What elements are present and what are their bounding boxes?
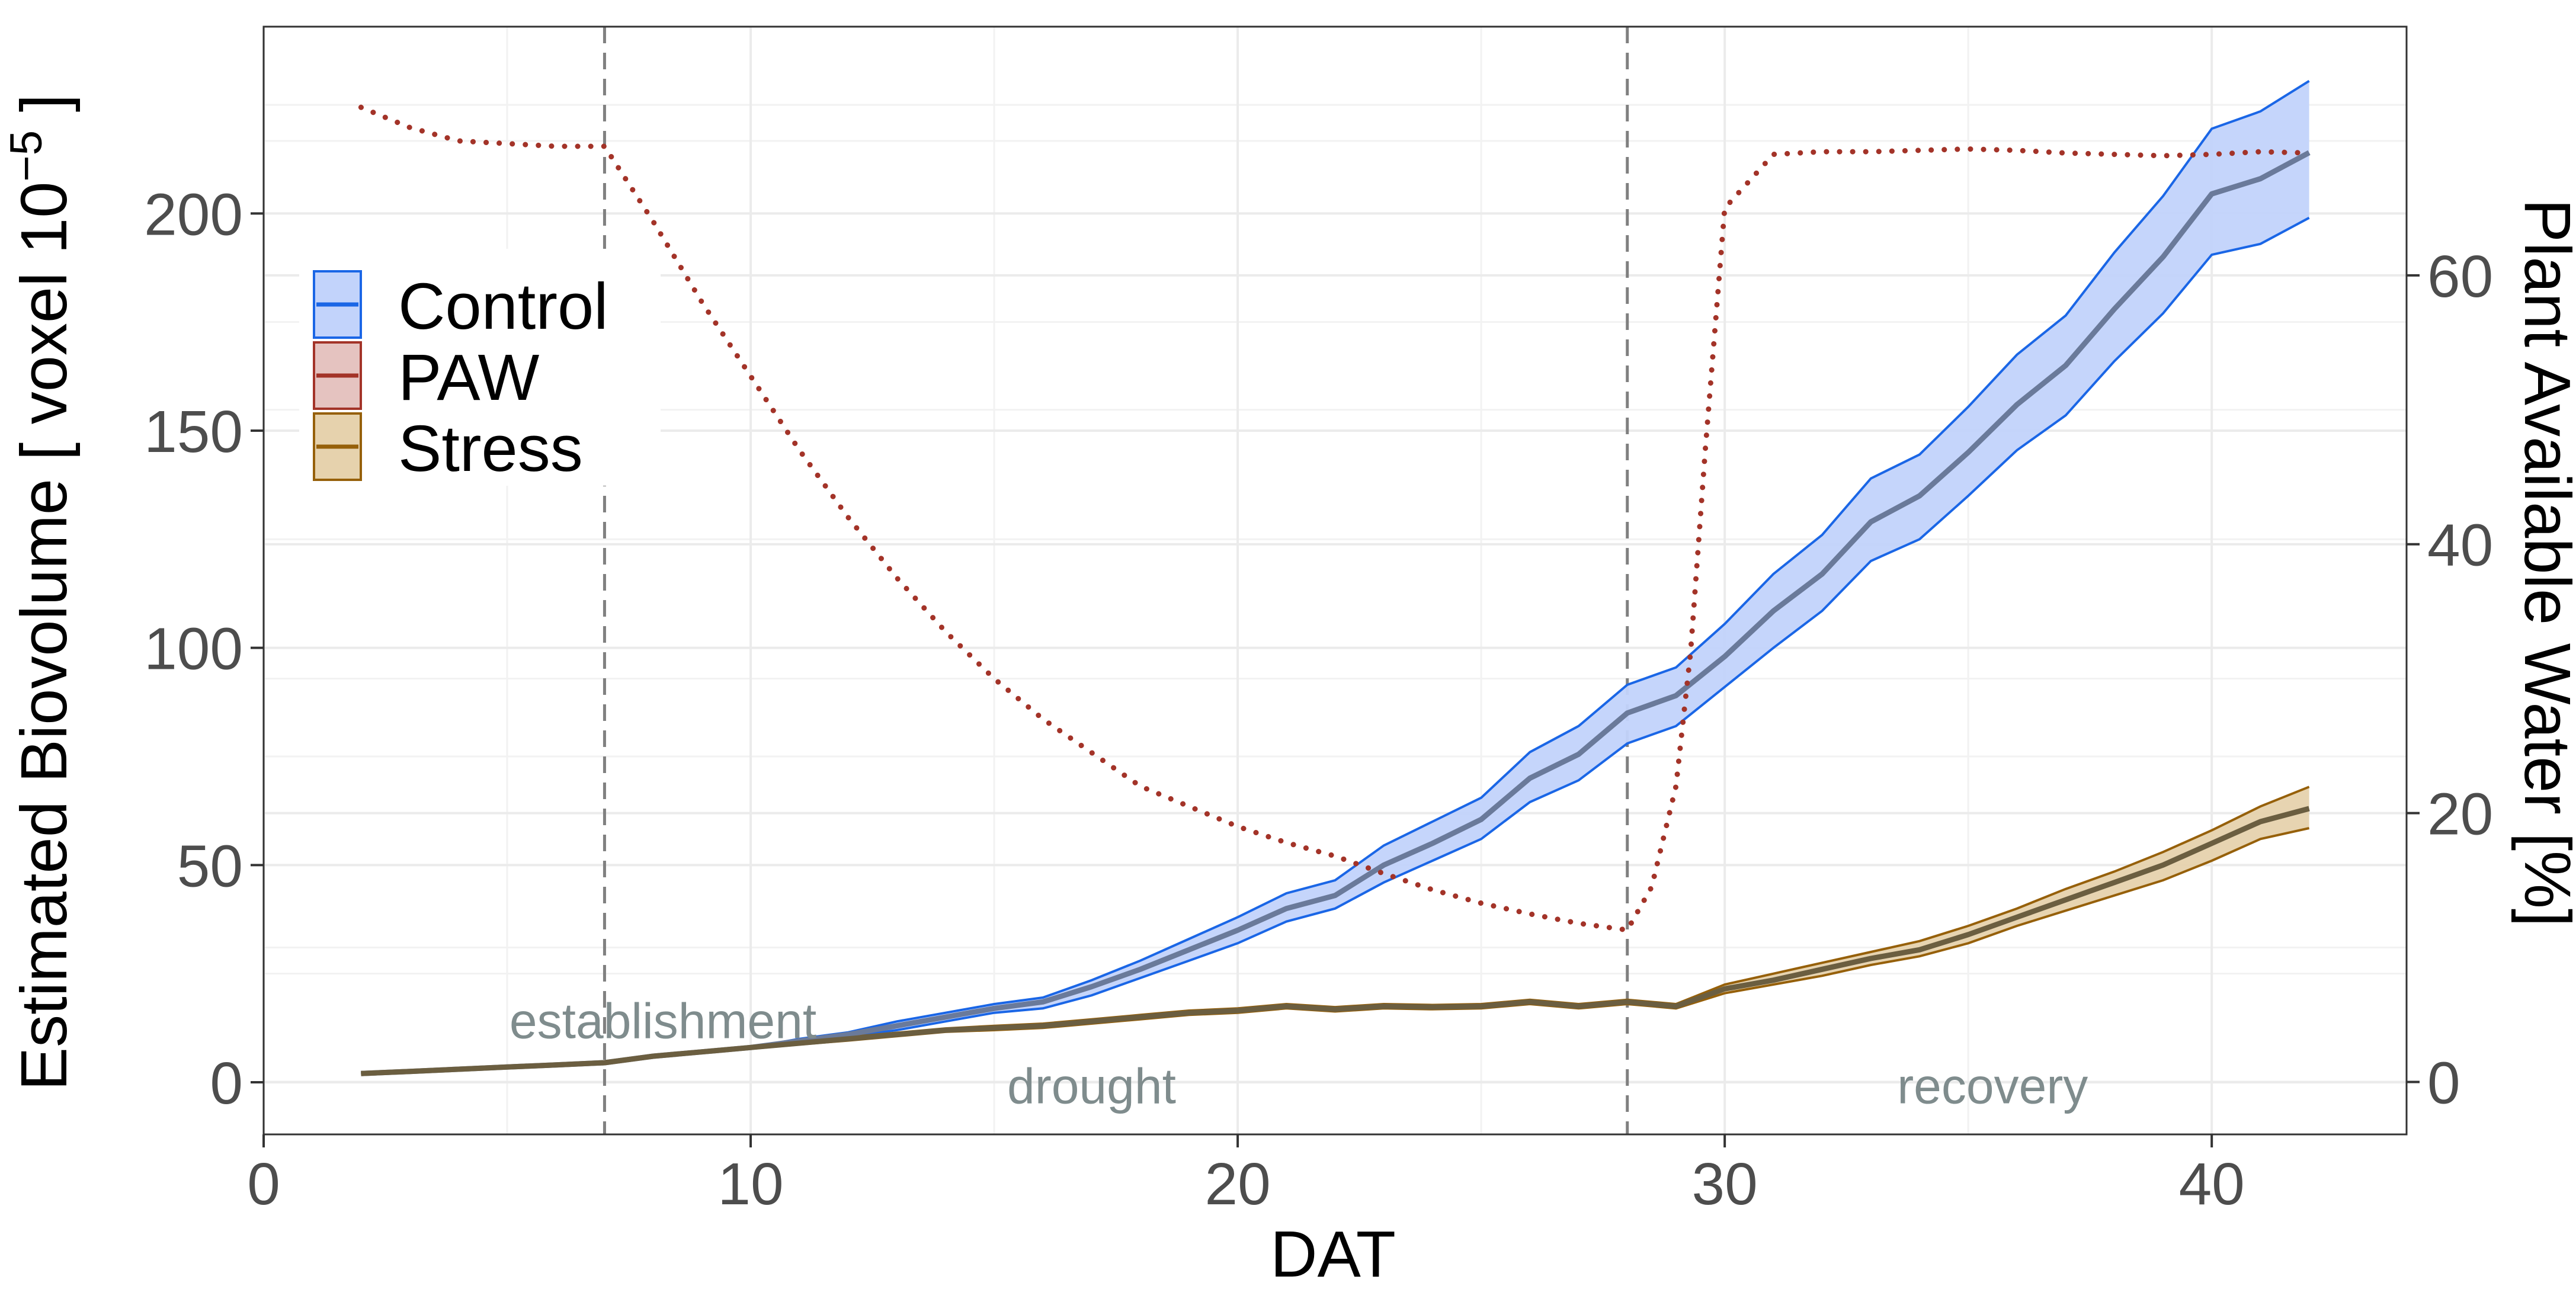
y-tick-label: 100 xyxy=(144,616,243,682)
y-tick-label: 150 xyxy=(144,399,243,465)
y-tick-label: 0 xyxy=(210,1050,243,1117)
phase-label-drought: drought xyxy=(1007,1058,1176,1114)
legend-label-control: Control xyxy=(398,270,608,343)
y-axis-title-unit-close: ] xyxy=(8,94,81,130)
series-lines xyxy=(358,104,2312,1076)
y2-tick-label: 60 xyxy=(2427,243,2493,310)
legend: Control PAW Stress xyxy=(299,249,661,486)
y-axis-title: Estimated Biovolume [ voxel 10−5 ] xyxy=(1,94,81,1091)
x-tick-label: 20 xyxy=(1204,1151,1270,1217)
y-tick-label: 50 xyxy=(177,833,243,899)
phase-label-recovery: recovery xyxy=(1897,1058,2088,1114)
y2-tick-label: 40 xyxy=(2427,512,2493,579)
x-tick-label: 40 xyxy=(2179,1151,2245,1217)
y2-tick-label: 20 xyxy=(2427,781,2493,848)
legend-label-paw: PAW xyxy=(398,341,539,414)
legend-item-paw: PAW xyxy=(313,341,539,414)
legend-item-stress: Stress xyxy=(313,412,583,485)
x-tick-label: 0 xyxy=(247,1151,280,1217)
y-tick-label: 200 xyxy=(144,181,243,248)
x-axis-title: DAT xyxy=(1270,1218,1396,1289)
y2-tick-label: 0 xyxy=(2427,1050,2460,1116)
y-axis-right: 0 20 40 60 xyxy=(2407,243,2493,1116)
x-tick-label: 30 xyxy=(1692,1151,1758,1217)
y-axis-title-text: Estimated Biovolume [ voxel 10 xyxy=(8,182,81,1091)
panel-border xyxy=(262,25,2408,1136)
legend-label-stress: Stress xyxy=(398,412,583,485)
x-axis: 0 10 20 30 40 xyxy=(247,1134,2245,1217)
y2-axis-title: Plant Available Water [%] xyxy=(2511,199,2576,927)
phase-labels: establishment drought recovery xyxy=(510,993,2088,1114)
y-axis-left: 0 50 100 150 200 xyxy=(144,181,264,1117)
phase-label-establishment: establishment xyxy=(510,993,816,1048)
x-tick-label: 10 xyxy=(717,1151,783,1217)
phase-boundary-lines xyxy=(603,27,1629,1134)
y-axis-title-exponent: −5 xyxy=(1,130,52,182)
mean-line-stress xyxy=(361,806,2310,1076)
major-gridlines xyxy=(262,27,2407,1134)
legend-item-control: Control xyxy=(313,270,608,343)
